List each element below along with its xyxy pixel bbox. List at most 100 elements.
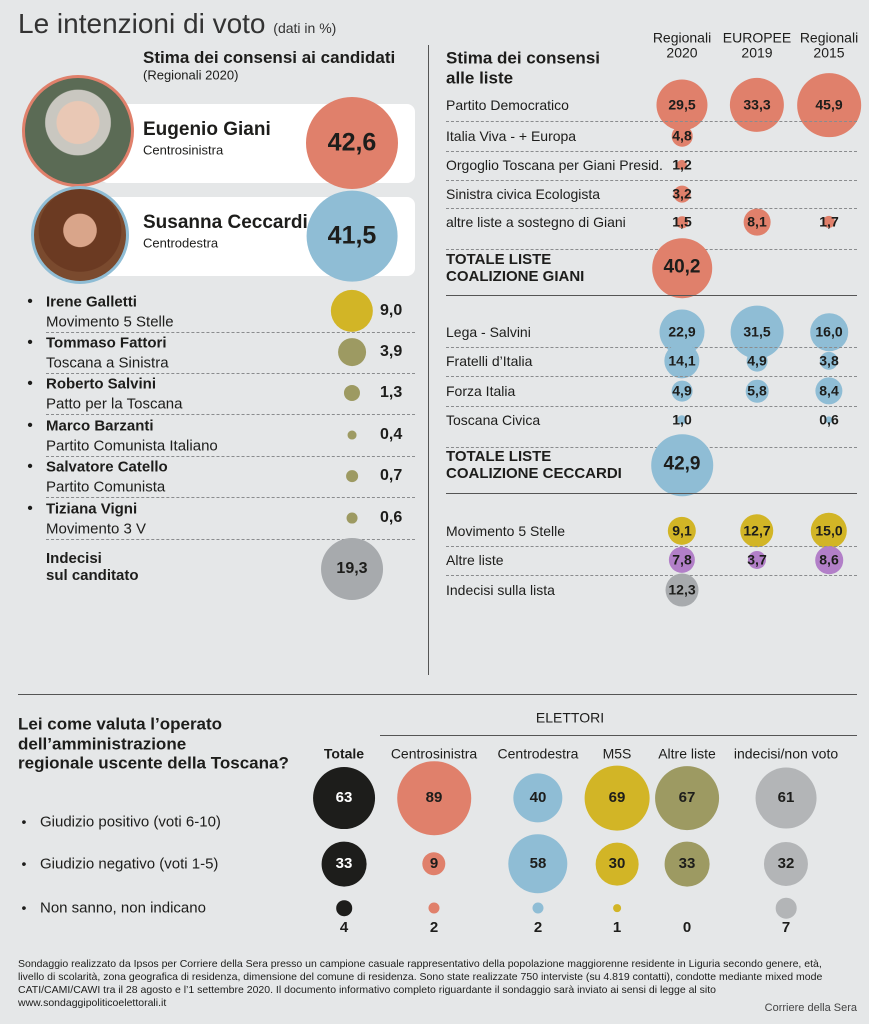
separator [46,456,415,457]
value-label: 0,4 [380,425,403,443]
column-header: Regionali 2020 [652,29,712,61]
subtitle: (dati in %) [273,20,337,36]
candidate-name: Tiziana Vigni [46,500,138,518]
value-label: 67 [678,788,696,806]
bubble [651,434,713,496]
bubble [513,773,563,823]
group-label: ELETTORI [535,709,605,726]
photo [22,75,134,187]
value-label: 41,5 [327,221,377,250]
list-name: Orgoglio Toscana per Giani Presid. [446,156,663,173]
value-label: 0,7 [380,466,403,484]
separator [446,376,857,377]
section-title: Stima dei consensi alle liste [446,48,600,87]
candidate-name: Susanna Ceccardi [143,212,308,234]
bubble [346,470,358,482]
column-header: indecisi/non voto [733,745,839,762]
value-label: 1,2 [672,156,692,173]
list-name: Altre liste [446,551,504,568]
total-name: TOTALE LISTE COALIZIONE GIANI [446,250,585,285]
value-label: 4,9 [672,382,692,399]
value-label: 9 [429,854,439,872]
value-label: 69 [608,788,626,806]
footnote: Sondaggio realizzato da Ipsos per Corrie… [18,957,823,1010]
column-header: M5S [602,745,632,762]
column-header: EUROPEE 2019 [722,29,792,61]
list-name: Sinistra civica Ecologista [446,185,601,202]
candidate-name: Irene Galletti [46,293,137,311]
list-name: Italia Viva - + Europa [446,127,577,144]
total-name: TOTALE LISTE COALIZIONE CECCARDI [446,447,622,482]
row-label: Giudizio negativo (voti 1-5) [40,855,219,873]
value-label: 3,2 [672,185,692,202]
value-label: 31,5 [743,323,771,340]
bubble [613,904,621,912]
bubble [745,379,769,403]
value-label: 61 [777,788,795,806]
value-label: 3,9 [380,342,403,360]
title: Le intenzioni di voto (dati in %) [18,8,336,40]
bullet: • [21,813,27,830]
bullet: • [27,334,33,352]
bubble [825,416,833,424]
separator [446,208,857,209]
bubble [665,573,699,607]
list-name: Indecisi sulla lista [446,581,555,598]
section-title: Stima dei consensi ai candidati [143,48,396,68]
bubble [775,897,797,919]
bullet: • [27,417,33,435]
value-label: 1,7 [819,213,839,230]
bubble [422,852,446,876]
bubble [343,384,361,402]
column-header: Totale [323,745,365,762]
value-label: 89 [425,788,443,806]
value-label: 30 [608,854,626,872]
bubble [815,546,843,574]
separator [46,497,415,498]
separator [380,735,857,736]
bubble [822,215,836,229]
bubble [819,351,839,371]
bubble [729,77,785,133]
column-header: Centrosinistra [390,745,478,762]
value-label: 2 [429,918,439,936]
value-label: 4 [339,918,349,936]
candidate-party: Movimento 3 V [46,520,147,538]
candidate-party: Partito Comunista Italiano [46,437,218,455]
candidate-party: Centrosinistra [143,142,224,158]
bubble [740,514,774,548]
bubble [428,902,440,914]
separator [446,493,857,494]
separator [446,545,857,547]
value-label: 8,4 [819,382,839,399]
value-label: 1,0 [672,411,692,428]
bubble [746,350,768,372]
value-label: 42,9 [663,453,701,475]
value-label: 40 [529,788,547,806]
section-subtitle: (Regionali 2020) [143,67,239,83]
separator [446,179,857,181]
bubble [532,902,544,914]
list-name: Forza Italia [446,382,516,399]
list-name: Movimento 5 Stelle [446,522,566,539]
question: Lei come valuta l’operato dell’amministr… [18,714,289,773]
separator [446,249,857,250]
bubble [508,834,568,894]
candidate-party: Movimento 5 Stelle [46,313,174,331]
value-label: 3,8 [819,352,839,369]
bubble [313,767,375,829]
value-label: 5,8 [747,382,767,399]
bubble [321,841,367,887]
bubble [397,761,471,835]
candidate-name: Tommaso Fattori [46,334,167,352]
value-label: 33 [335,854,353,872]
separator [446,120,857,122]
list-name: Toscana Civica [446,411,541,428]
value-label: 7,8 [672,551,692,568]
bubble [730,305,784,359]
value-label: 1,3 [380,383,403,401]
bubble [664,841,710,887]
value-label: 45,9 [815,96,843,113]
value-label: 0,6 [380,508,403,526]
